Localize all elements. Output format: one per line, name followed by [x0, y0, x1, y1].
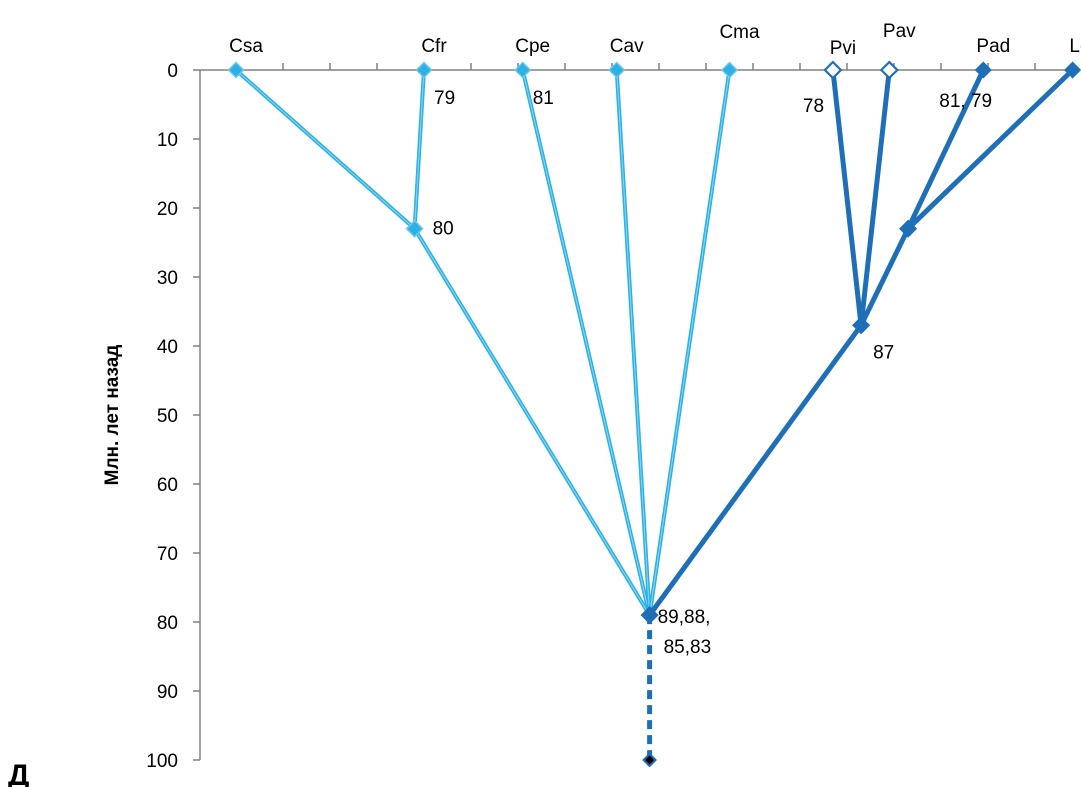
annotation-label: 87 — [873, 342, 894, 363]
node-marker-base — [642, 752, 658, 768]
annotation-label: 80 — [433, 219, 454, 240]
y-tick-label: 90 — [157, 682, 178, 703]
taxon-marker-Cav — [608, 61, 626, 79]
y-tick-label: 40 — [157, 337, 178, 358]
taxon-marker-Csa — [227, 61, 245, 79]
branch-highlight — [414, 69, 425, 229]
taxon-label-Cfr: Cfr — [421, 36, 447, 57]
taxon-label-Cpe: Cpe — [515, 36, 550, 57]
y-tick-label: 70 — [157, 544, 178, 565]
taxon-marker-Pvi — [823, 60, 843, 80]
node-marker-n_pad_lof — [899, 219, 918, 238]
branch-Pvi-n_pvi_pav — [830, 69, 864, 326]
y-tick-label: 100 — [146, 751, 178, 772]
y-tick-label: 20 — [157, 199, 178, 220]
labels: Csa Cfr Cpe Cav Cma Pvi Pav Pad Lof 79 81 78 81, 79 8… — [229, 21, 1081, 658]
taxon-marker-Pad — [974, 61, 992, 79]
branch-n_pvi_pav-root — [647, 323, 864, 617]
annotation-label: 79 — [434, 88, 455, 109]
y-tick-label: 80 — [157, 613, 178, 634]
branch-n_pad_lof-n_pvi_pav — [858, 227, 911, 327]
branch-highlight — [414, 228, 651, 616]
node-marker-n_pvi_pav — [852, 316, 871, 335]
branch-highlight — [522, 69, 651, 616]
panel-label: Д — [8, 759, 29, 787]
annotation-label: 78 — [803, 96, 824, 117]
taxon-marker-Cpe — [514, 61, 532, 79]
y-tick-label: 60 — [157, 475, 178, 496]
taxon-marker-Cfr — [415, 61, 433, 79]
annotation-label: 81 — [533, 88, 554, 109]
node-marker-root — [640, 606, 659, 625]
y-tick-label: 30 — [157, 268, 178, 289]
branches — [234, 68, 1075, 760]
y-tick-label: 10 — [157, 130, 178, 151]
taxon-label-Cav: Cav — [610, 36, 644, 57]
y-tick-label: 50 — [157, 406, 178, 427]
taxon-label-Lof: Lof — [1069, 36, 1081, 57]
taxon-label-Csa: Csa — [229, 36, 263, 57]
taxon-label-Pad: Pad — [976, 36, 1010, 57]
branch-highlight — [235, 69, 415, 230]
axes: 0 10 20 30 40 50 60 70 80 90 100 — [146, 61, 1075, 772]
y-tick-label: 0 — [167, 61, 178, 82]
taxon-label-Cma: Cma — [719, 22, 760, 43]
taxon-marker-Pav — [879, 60, 899, 80]
annotation-label: 89,88, — [658, 607, 711, 628]
markers — [227, 60, 1081, 768]
branch-highlight — [616, 69, 651, 616]
annotation-label: 81, 79 — [939, 91, 992, 112]
branch-Lof-n_pad_lof — [906, 68, 1075, 231]
branch-highlight — [649, 69, 730, 616]
taxon-label-Pvi: Pvi — [830, 38, 856, 59]
branch-Pav-n_pvi_pav — [858, 69, 892, 326]
taxon-label-Pav: Pav — [883, 21, 916, 42]
branch-Pad-n_pad_lof — [905, 68, 986, 230]
taxon-marker-Cma — [720, 61, 739, 79]
y-axis-label: Млн. лет назад — [102, 345, 123, 486]
node-marker-n_cfr_csa — [405, 219, 424, 238]
annotation-label: 85,83 — [664, 637, 712, 658]
taxon-marker-Lof — [1064, 61, 1081, 79]
